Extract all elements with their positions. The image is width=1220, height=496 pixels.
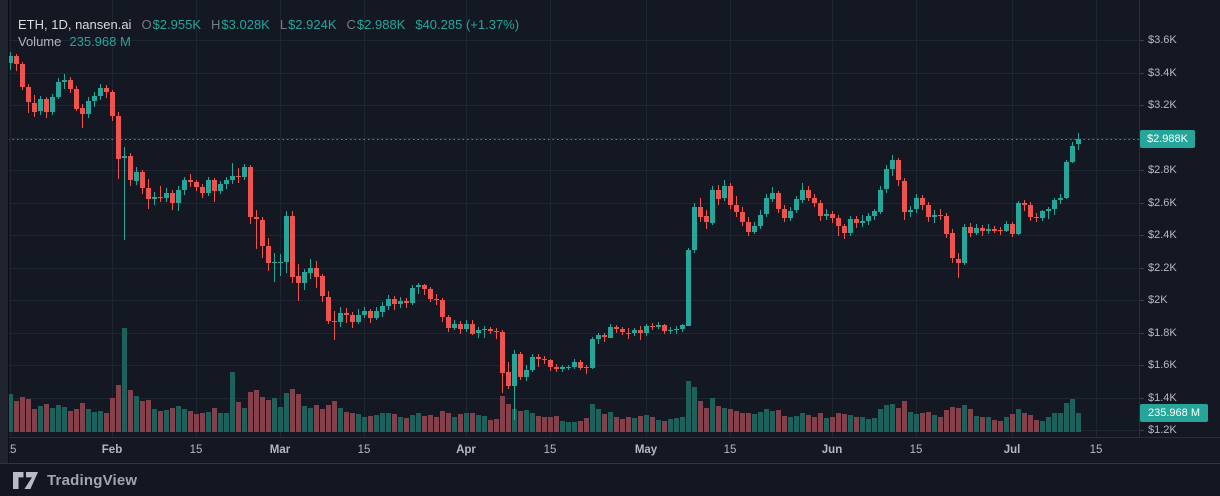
symbol-title[interactable]: ETH, 1D, nansen.ai — [18, 17, 132, 32]
price-tick-label: $3.2K — [1148, 99, 1177, 111]
ohlc-open: O$2.955K — [141, 17, 202, 32]
price-tick-mark — [1140, 170, 1144, 171]
price-tick-mark — [1140, 105, 1144, 106]
time-tick-month: Jun — [821, 444, 843, 456]
price-tick-label: $1.8K — [1148, 327, 1177, 339]
time-tick-month: May — [634, 444, 658, 456]
volume-label[interactable]: Volume — [18, 34, 62, 49]
price-tick-label: $1.2K — [1148, 424, 1177, 436]
price-tick-label: $3.4K — [1148, 67, 1177, 79]
chart-canvas[interactable]: ETH, 1D, nansen.ai O$2.955K H$3.028K L$2… — [8, 0, 1139, 437]
price-tick-label: $2.2K — [1148, 262, 1177, 274]
ohlc-high: H$3.028K — [211, 17, 270, 32]
price-tick-mark — [1140, 333, 1144, 334]
current-price-badge: $2.988K — [1140, 130, 1195, 148]
left-toolbar-strip — [0, 0, 9, 463]
price-tick-label: $3.6K — [1148, 34, 1177, 46]
time-tick-month: Jul — [1003, 444, 1021, 456]
legend-volume-row: Volume 235.968 M — [18, 33, 519, 50]
price-tick-label: $1.6K — [1148, 359, 1177, 371]
legend-symbol-row: ETH, 1D, nansen.ai O$2.955K H$3.028K L$2… — [18, 16, 519, 33]
price-tick-mark — [1140, 365, 1144, 366]
price-tick-mark — [1140, 398, 1144, 399]
volume-value: 235.968 M — [69, 34, 131, 49]
time-tick-day: 15 — [723, 444, 737, 456]
price-tick-mark — [1140, 235, 1144, 236]
ohlc-close: C$2.988K — [346, 17, 406, 32]
price-tick-mark — [1140, 300, 1144, 301]
tradingview-logo-icon[interactable] — [12, 471, 39, 490]
time-tick-month: Mar — [269, 444, 291, 456]
price-tick-label: $2.4K — [1148, 229, 1177, 241]
time-tick-day: 15 — [909, 444, 923, 456]
price-tick-mark — [1140, 203, 1144, 204]
price-axis[interactable]: $2.988K 235.968 M $3.6K $3.4K $3.2K $2.8K $2… — [1139, 0, 1220, 437]
price-change: $40.285 (+1.37%) — [415, 17, 520, 32]
time-axis[interactable]: 15 Feb 15 Mar 15 Apr 15 May 15 Jun 15 Jul 15 — [0, 437, 1220, 464]
time-tick-month: Apr — [456, 444, 476, 456]
price-tick-mark — [1140, 268, 1144, 269]
chart-legend: ETH, 1D, nansen.ai O$2.955K H$3.028K L$2… — [18, 16, 519, 50]
time-tick-month: Feb — [101, 444, 123, 456]
price-tick-label: $2K — [1148, 294, 1168, 306]
tradingview-link[interactable]: TradingView — [47, 471, 138, 489]
price-tick-mark — [1140, 73, 1144, 74]
candlestick-volume-plot — [8, 0, 1139, 437]
time-tick-day: 15 — [357, 444, 371, 456]
price-tick-label: $1.4K — [1148, 392, 1177, 404]
time-tick-day: 15 — [1089, 444, 1103, 456]
price-tick-label: $2.8K — [1148, 164, 1177, 176]
time-tick-day: 15 — [189, 444, 203, 456]
ohlc-low: L$2.924K — [279, 17, 337, 32]
time-tick-day: 15 — [543, 444, 557, 456]
price-tick-mark — [1140, 430, 1144, 431]
price-tick-label: $2.6K — [1148, 197, 1177, 209]
current-volume-badge: 235.968 M — [1140, 404, 1208, 422]
attribution-bar: TradingView — [0, 463, 1220, 496]
price-tick-mark — [1140, 40, 1144, 41]
